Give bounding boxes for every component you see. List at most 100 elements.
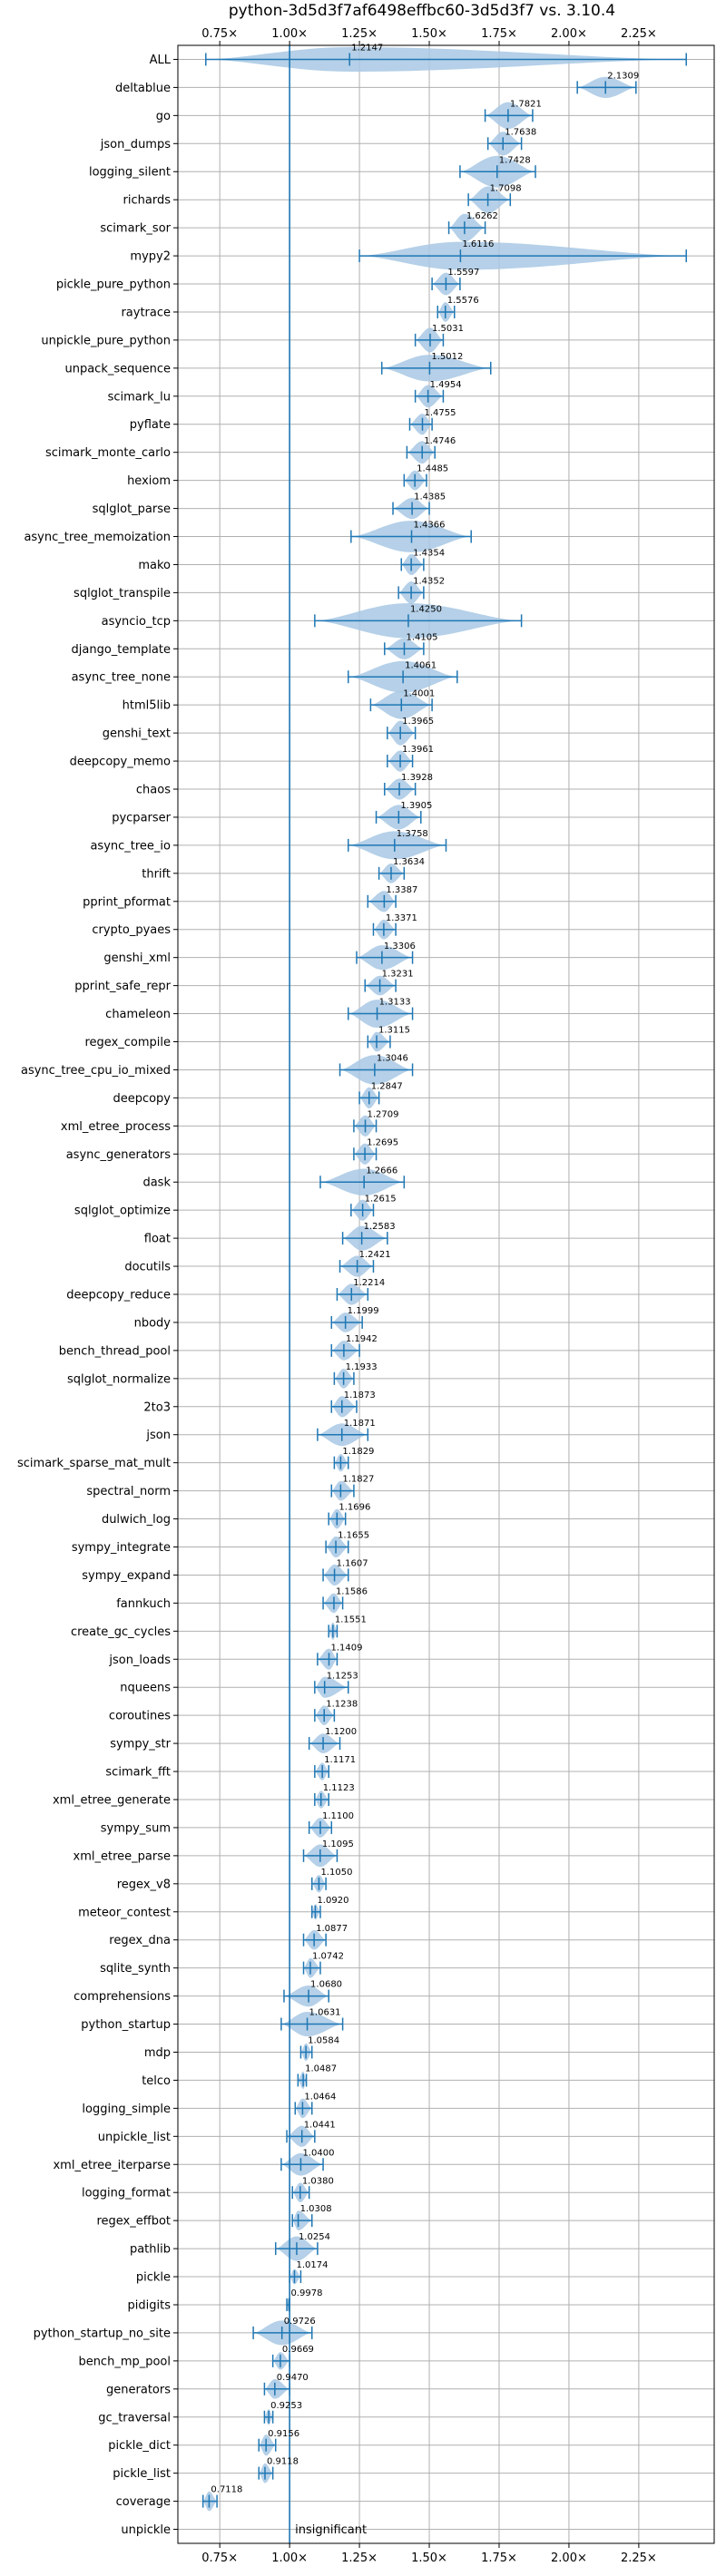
median-value-label: 1.1586 [336, 1586, 368, 1596]
x-tick-label-bottom: 1.25× [341, 2552, 378, 2565]
category-label: sqlglot_transpile [74, 587, 171, 600]
x-tick-label-bottom: 2.00× [551, 2552, 587, 2565]
median-value-label: 1.1253 [327, 1671, 358, 1681]
median-value-label: 1.2214 [353, 1278, 385, 1288]
label-layer: 1.2147 2.1309 1.7821 1.7638 1.7428 1.7098 1.62… [211, 44, 639, 2537]
category-label: sqlglot_normalize [67, 1372, 171, 1386]
category-label: async_tree_io [90, 839, 171, 853]
median-value-label: 1.4366 [414, 521, 446, 531]
category-label: bench_mp_pool [78, 2355, 171, 2368]
median-value-label: 1.1095 [322, 1839, 354, 1849]
category-label: async_tree_cpu_io_mixed [21, 1064, 171, 1078]
category-label: logging_simple [82, 2103, 171, 2116]
category-label: bench_thread_pool [59, 1344, 171, 1358]
category-label: mako [138, 559, 171, 572]
category-label: generators [106, 2383, 171, 2396]
chart-title: python-3d5d3f7af6498effbc60-3d5d3f7 vs. … [229, 2, 615, 20]
category-label: fannkuch [116, 1597, 171, 1611]
category-label: pyflate [130, 418, 171, 432]
category-label: unpickle [121, 2523, 171, 2537]
category-label: meteor_contest [78, 1906, 171, 1919]
category-label: python_startup [81, 2018, 171, 2032]
category-label: dulwich_log [102, 1513, 171, 1527]
category-label: logging_format [82, 2187, 171, 2200]
category-label: scimark_fft [105, 1766, 171, 1780]
category-label: crypto_pyaes [92, 923, 171, 937]
median-value-label: 1.4001 [403, 688, 435, 698]
x-tick-label-top: 2.00× [551, 27, 587, 41]
category-label: json_loads [108, 1654, 171, 1667]
median-value-label: 1.0400 [302, 2148, 334, 2158]
category-label: html5lib [123, 699, 171, 713]
median-value-label: 1.5576 [447, 296, 479, 306]
category-label: async_tree_memoization [24, 531, 171, 544]
median-value-label: 0.9470 [277, 2373, 309, 2383]
median-value-label: 1.3231 [382, 970, 414, 980]
median-value-label: 2.1309 [607, 72, 639, 82]
x-tick-label-top: 2.25× [621, 27, 657, 41]
median-value-label: 1.1829 [342, 1447, 374, 1457]
category-label: sqlite_synth [100, 1962, 171, 1976]
category-label: xml_etree_process [61, 1120, 171, 1134]
category-label: regex_dna [109, 1934, 171, 1947]
plot-frame [177, 44, 715, 2544]
median-value-label: 1.2695 [367, 1137, 398, 1147]
median-value-label: 1.0742 [312, 1952, 344, 1962]
median-value-label: 1.7821 [510, 99, 542, 109]
median-value-label: 0.9156 [268, 2429, 299, 2439]
x-tick-label-top: 1.00× [271, 27, 308, 41]
category-label: xml_etree_generate [53, 1793, 171, 1807]
median-value-label: 1.6262 [466, 211, 498, 221]
median-value-label: 1.3758 [397, 829, 428, 839]
category-label: unpickle_list [98, 2131, 171, 2144]
x-tick-label-bottom: 1.75× [481, 2552, 517, 2565]
median-value-label: 1.0877 [316, 1924, 348, 1934]
median-value-label: 1.1607 [337, 1559, 368, 1569]
category-label: pprint_pformat [83, 895, 171, 909]
median-value-label: 0.9726 [284, 2317, 316, 2327]
category-label: async_tree_none [72, 671, 171, 685]
category-label: comprehensions [74, 1990, 171, 2004]
median-value-label: 1.0680 [310, 1980, 342, 1990]
median-value-label: 1.1050 [320, 1868, 352, 1878]
category-label: genshi_text [103, 727, 171, 741]
median-value-label: 1.0920 [317, 1896, 348, 1906]
median-value-label: 1.1873 [344, 1390, 376, 1400]
median-value-label: 1.7428 [499, 155, 531, 165]
category-label: unpickle_pure_python [41, 334, 171, 347]
median-value-label: 1.5597 [447, 268, 479, 278]
median-value-label: 0.9253 [270, 2401, 302, 2411]
median-value-label: 1.3306 [384, 942, 416, 951]
median-value-label: 1.1933 [346, 1362, 378, 1372]
median-value-label: 1.1942 [346, 1334, 378, 1344]
category-label: regex_compile [84, 1036, 171, 1049]
median-value-label: 1.3905 [400, 801, 432, 811]
category-label: coroutines [109, 1710, 171, 1723]
median-value-label: 1.2583 [364, 1222, 396, 1232]
category-label: deltablue [115, 82, 171, 95]
median-value-label: 1.1100 [322, 1811, 354, 1821]
x-tick-label-top: 1.25× [341, 27, 378, 41]
median-value-label: 1.0487 [305, 2064, 337, 2074]
median-value-label: 1.4385 [414, 493, 446, 503]
category-label: unpack_sequence [64, 362, 171, 376]
category-label: create_gc_cycles [71, 1625, 171, 1639]
category-label: xml_etree_iterparse [53, 2159, 171, 2172]
category-label: gc_traversal [98, 2411, 171, 2425]
category-label: python_startup_no_site [34, 2327, 171, 2340]
category-label: hexiom [127, 474, 171, 488]
category-label: deepcopy [113, 1092, 171, 1106]
median-value-label: 1.5012 [431, 352, 463, 362]
category-label: pycparser [112, 811, 171, 825]
median-value-label: 1.4105 [406, 632, 437, 642]
median-value-label: 1.3961 [402, 745, 434, 755]
median-value-label: 1.0441 [304, 2120, 336, 2130]
category-label: richards [123, 194, 172, 208]
median-value-label: 1.1409 [330, 1643, 362, 1653]
category-label: pidigits [128, 2298, 172, 2312]
category-label: scimark_monte_carlo [45, 446, 171, 460]
category-label: spectral_norm [86, 1485, 171, 1498]
median-value-label: 1.1171 [324, 1755, 356, 1765]
category-label: go [156, 110, 171, 123]
